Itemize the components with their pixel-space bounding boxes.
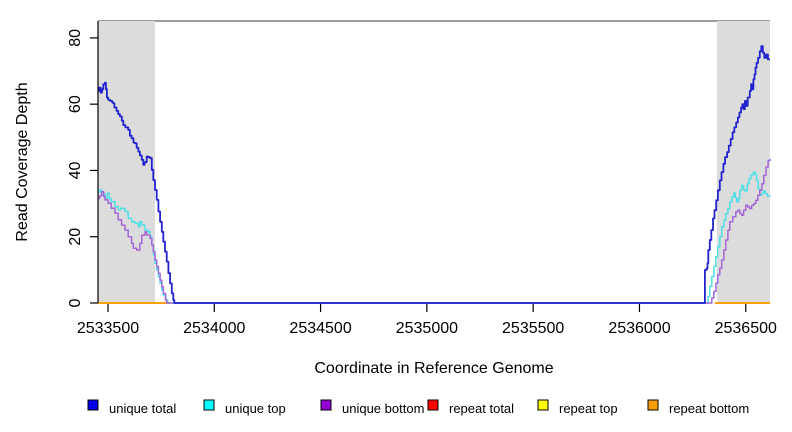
legend-swatch-unique-top <box>203 399 215 411</box>
x-tick-label: 2536500 <box>715 320 777 337</box>
legend-swatch-unique-bottom <box>320 399 332 411</box>
x-tick-label: 2534500 <box>289 320 351 337</box>
series-line-unique-total <box>98 45 770 304</box>
legend-swatch-repeat-top <box>537 399 549 411</box>
series-line-unique-top <box>98 171 771 304</box>
series-line-unique-bottom <box>98 158 771 304</box>
legend-swatch-repeat-bottom <box>647 399 659 411</box>
legend-swatch-unique-total <box>87 399 99 411</box>
legend-label-repeat-total: repeat total <box>449 401 514 416</box>
legend-item-repeat-top: repeat top <box>537 399 618 416</box>
legend-item-repeat-total: repeat total <box>427 399 514 416</box>
legend-item-unique-bottom: unique bottom <box>320 399 424 416</box>
legend-label-repeat-top: repeat top <box>559 401 618 416</box>
repeat-region-highlights <box>98 21 770 303</box>
legend-item-repeat-bottom: repeat bottom <box>647 399 749 416</box>
legend-item-unique-total: unique total <box>87 399 176 416</box>
legend-label-unique-bottom: unique bottom <box>342 401 424 416</box>
legend-item-unique-top: unique top <box>203 399 286 416</box>
axes: 0 20 40 60 80 2533500 2534000 2534500 2535000 253… <box>67 21 777 337</box>
y-axis-title: Read Coverage Depth <box>14 82 31 241</box>
chart-legend: unique total unique top unique bottom repea… <box>87 399 749 416</box>
x-tick-label: 2536000 <box>608 320 670 337</box>
y-tick-label: 20 <box>67 228 84 246</box>
y-tick-label: 80 <box>67 29 84 47</box>
x-tick-label: 2535000 <box>396 320 458 337</box>
y-tick-label: 40 <box>67 161 84 179</box>
legend-label-unique-total: unique total <box>109 401 176 416</box>
legend-label-unique-top: unique top <box>225 401 286 416</box>
x-tick-label: 2535500 <box>502 320 564 337</box>
y-tick-label: 0 <box>67 298 84 307</box>
x-tick-label: 2533500 <box>77 320 139 337</box>
x-tick-label: 2534000 <box>183 320 245 337</box>
legend-swatch-repeat-total <box>427 399 439 411</box>
x-axis-title: Coordinate in Reference Genome <box>314 360 553 377</box>
legend-label-repeat-bottom: repeat bottom <box>669 401 749 416</box>
coverage-series-lines <box>98 45 771 304</box>
y-tick-label: 60 <box>67 95 84 113</box>
